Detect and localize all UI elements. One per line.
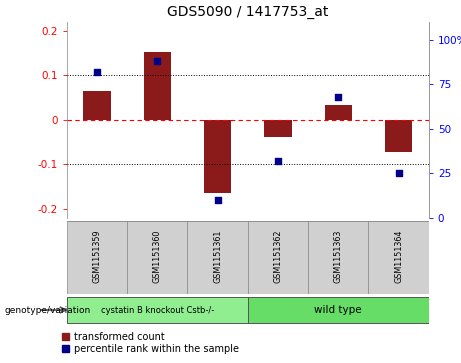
Bar	[248, 297, 429, 323]
Bar	[325, 105, 352, 120]
Bar	[204, 120, 231, 193]
Text: genotype/variation: genotype/variation	[5, 306, 91, 314]
Text: wild type: wild type	[314, 305, 362, 315]
Bar	[83, 91, 111, 120]
Text: GSM1151359: GSM1151359	[93, 229, 101, 283]
Bar	[188, 221, 248, 294]
Bar	[248, 221, 308, 294]
Bar	[127, 221, 188, 294]
Bar	[308, 221, 368, 294]
Text: GSM1151362: GSM1151362	[273, 229, 283, 283]
Text: cystatin B knockout Cstb-/-: cystatin B knockout Cstb-/-	[100, 306, 214, 314]
Text: GSM1151360: GSM1151360	[153, 229, 162, 283]
Bar	[67, 297, 248, 323]
Text: GSM1151363: GSM1151363	[334, 229, 343, 283]
Title: GDS5090 / 1417753_at: GDS5090 / 1417753_at	[167, 5, 329, 19]
Legend: transformed count, percentile rank within the sample: transformed count, percentile rank withi…	[63, 331, 239, 354]
Text: GSM1151364: GSM1151364	[394, 229, 403, 283]
Bar	[144, 52, 171, 120]
Point	[93, 69, 100, 74]
Bar	[368, 221, 429, 294]
Bar	[264, 120, 291, 137]
Point	[274, 158, 282, 164]
Bar	[67, 221, 127, 294]
Bar	[385, 120, 412, 152]
Point	[214, 197, 221, 203]
Point	[395, 170, 402, 176]
Text: GSM1151361: GSM1151361	[213, 229, 222, 283]
Point	[154, 58, 161, 64]
Point	[335, 94, 342, 99]
